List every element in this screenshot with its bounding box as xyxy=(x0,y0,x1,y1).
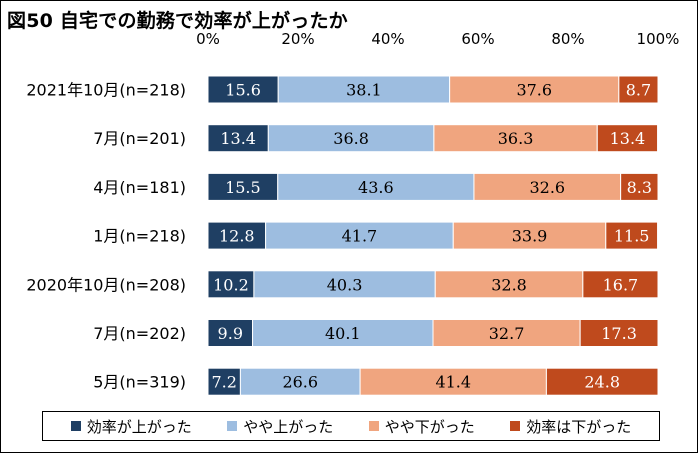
bar-segment xyxy=(207,367,241,396)
y-category-label: 4月(n=181) xyxy=(93,178,186,197)
bar-segment xyxy=(434,270,584,299)
legend-item: 効率は下がった xyxy=(510,416,631,437)
bar-segment xyxy=(252,319,434,347)
data-label: 32.7 xyxy=(489,324,525,343)
x-tick-label: 20% xyxy=(281,30,314,48)
bar-segment xyxy=(582,270,659,299)
x-tick-label: 60% xyxy=(461,30,494,48)
data-label: 17.3 xyxy=(601,324,637,343)
y-category-label: 5月(n=319) xyxy=(93,373,186,392)
data-label: 40.3 xyxy=(327,275,363,294)
bar-segment xyxy=(277,75,451,104)
bar-segment xyxy=(207,172,279,201)
bar-segment xyxy=(265,221,454,250)
legend-swatch xyxy=(368,421,379,431)
data-label: 9.9 xyxy=(218,324,243,343)
data-label: 37.6 xyxy=(516,81,552,100)
legend-swatch xyxy=(510,421,521,431)
data-label: 26.6 xyxy=(282,373,318,392)
bar-segment xyxy=(452,221,607,250)
data-label: 10.2 xyxy=(213,275,249,294)
data-label: 12.8 xyxy=(219,227,255,246)
data-label: 15.5 xyxy=(225,178,261,197)
y-category-label: 7月(n=202) xyxy=(93,324,186,343)
legend-label: やや上がった xyxy=(243,417,334,436)
data-label: 32.6 xyxy=(529,178,565,197)
bar-segment xyxy=(605,221,659,250)
data-label: 24.8 xyxy=(584,373,620,392)
legend-item: やや上がった xyxy=(227,416,333,437)
bar-segment xyxy=(277,172,475,201)
data-label: 43.6 xyxy=(358,178,394,197)
data-label: 38.1 xyxy=(346,81,382,100)
data-label: 8.3 xyxy=(627,178,652,197)
bar-segment xyxy=(618,75,659,104)
legend-label: やや下がった xyxy=(384,417,475,436)
legend-swatch xyxy=(227,421,238,431)
data-label: 40.1 xyxy=(325,324,361,343)
bar-segment xyxy=(620,172,659,201)
bar-segment xyxy=(253,270,436,299)
data-label: 16.7 xyxy=(603,275,639,294)
y-category-label: 2021年10月(n=218) xyxy=(26,81,186,100)
legend-swatch xyxy=(70,421,81,431)
data-label: 36.8 xyxy=(333,129,369,148)
bar-segment xyxy=(207,124,269,153)
bar-segment xyxy=(579,319,659,347)
x-tick-label: 0% xyxy=(196,30,220,48)
legend-label: 効率が上がった xyxy=(86,417,192,436)
bar-segment xyxy=(239,367,361,396)
data-label: 13.4 xyxy=(220,129,256,148)
bar-segment xyxy=(545,367,659,396)
y-category-label: 2020年10月(n=208) xyxy=(26,275,186,294)
chart-title: 図50 自宅での勤務で効率が上がったか xyxy=(7,10,348,32)
data-label: 41.7 xyxy=(342,227,378,246)
bar-segment xyxy=(207,319,254,347)
data-label: 13.4 xyxy=(610,129,646,148)
x-tick-label: 40% xyxy=(371,30,404,48)
data-label: 41.4 xyxy=(435,373,471,392)
chart-legend: 効率が上がった やや上がった やや下がった 効率は下がった xyxy=(42,411,660,441)
x-tick-label: 100% xyxy=(637,30,680,48)
bar-segment xyxy=(207,270,255,299)
data-label: 7.2 xyxy=(211,373,236,392)
data-label: 15.6 xyxy=(225,81,261,100)
bar-segment xyxy=(207,75,279,104)
data-label: 36.3 xyxy=(498,129,534,148)
y-category-label: 7月(n=201) xyxy=(93,129,186,148)
data-label: 32.8 xyxy=(491,275,527,294)
data-label: 11.5 xyxy=(614,227,650,246)
bar-segment xyxy=(207,221,267,250)
bar-segment xyxy=(449,75,620,104)
data-label: 8.7 xyxy=(626,81,651,100)
bar-segment xyxy=(432,319,581,347)
bar-segment xyxy=(267,124,435,153)
x-tick-label: 80% xyxy=(551,30,584,48)
legend-label: 効率は下がった xyxy=(526,417,632,436)
legend-item: やや下がった xyxy=(368,416,475,437)
data-label: 33.9 xyxy=(512,227,548,246)
bar-segment xyxy=(596,124,659,153)
legend-item: 効率が上がった xyxy=(70,416,192,437)
bar-segment xyxy=(473,172,622,201)
y-category-label: 1月(n=218) xyxy=(93,227,186,246)
